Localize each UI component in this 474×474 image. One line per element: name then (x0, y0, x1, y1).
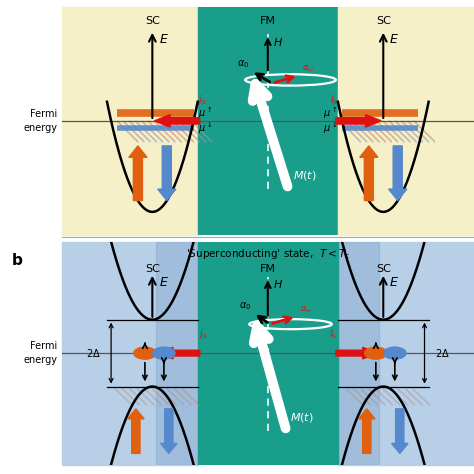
Text: SC: SC (145, 264, 160, 274)
Bar (338, 242, 379, 465)
Circle shape (365, 347, 387, 359)
Text: $\alpha_\omega$: $\alpha_\omega$ (300, 304, 312, 315)
Text: SC: SC (376, 16, 391, 26)
Bar (338, 242, 474, 465)
Text: $2\Delta$: $2\Delta$ (86, 347, 101, 359)
Text: SC: SC (376, 264, 391, 274)
Text: $j_{\rm s}$: $j_{\rm s}$ (197, 93, 207, 107)
Text: $M(t)$: $M(t)$ (291, 411, 314, 424)
Text: Fermi: Fermi (30, 109, 57, 118)
FancyArrow shape (161, 409, 177, 453)
FancyArrow shape (129, 146, 147, 201)
Bar (198, 7, 338, 235)
Text: $H$: $H$ (273, 36, 283, 47)
Circle shape (383, 347, 406, 359)
FancyArrow shape (336, 115, 381, 127)
Bar (62, 7, 198, 235)
Text: FM: FM (260, 16, 276, 26)
FancyArrow shape (128, 409, 144, 453)
FancyArrow shape (392, 409, 408, 453)
Text: $E$: $E$ (158, 276, 168, 289)
Text: $E$: $E$ (158, 33, 168, 46)
Circle shape (153, 347, 175, 359)
FancyArrow shape (155, 115, 200, 127)
Text: b: b (12, 253, 23, 268)
Text: $M(t)$: $M(t)$ (292, 169, 316, 182)
Text: energy: energy (24, 123, 57, 133)
Text: 'Superconducting' state,  $T < T_{\rm c}$: 'Superconducting' state, $T < T_{\rm c}$ (186, 247, 350, 261)
Text: $l_{\rm s}$: $l_{\rm s}$ (329, 327, 337, 341)
Bar (156, 242, 198, 465)
Text: energy: energy (24, 356, 57, 365)
Text: $\mu^{\uparrow}$: $\mu^{\uparrow}$ (198, 105, 212, 121)
FancyArrow shape (389, 146, 407, 201)
FancyArrow shape (358, 409, 375, 453)
Bar (338, 7, 474, 235)
FancyArrow shape (158, 347, 200, 359)
Text: $l_{\rm s}$: $l_{\rm s}$ (329, 93, 338, 107)
Text: $\alpha_0$: $\alpha_0$ (237, 58, 249, 70)
Text: $H$: $H$ (273, 279, 283, 291)
Text: $\alpha_\omega$: $\alpha_\omega$ (301, 63, 314, 73)
Text: $j_{\rm s}$: $j_{\rm s}$ (198, 327, 207, 341)
Text: $E$: $E$ (390, 33, 399, 46)
FancyArrow shape (360, 146, 378, 201)
FancyArrow shape (336, 347, 377, 359)
Text: $\alpha_0$: $\alpha_0$ (239, 300, 251, 312)
Bar (198, 242, 338, 465)
Text: $2\Delta$: $2\Delta$ (435, 347, 450, 359)
Bar (62, 242, 198, 465)
Text: $\mu^{\downarrow}$: $\mu^{\downarrow}$ (198, 120, 212, 136)
Text: SC: SC (145, 16, 160, 26)
Text: $\mu^{\uparrow}$: $\mu^{\uparrow}$ (323, 105, 338, 121)
Text: $\mu^{\downarrow}$: $\mu^{\downarrow}$ (323, 120, 338, 136)
Text: $E$: $E$ (390, 276, 399, 289)
FancyArrow shape (158, 146, 176, 201)
Circle shape (134, 347, 156, 359)
Text: FM: FM (260, 264, 276, 274)
Text: Fermi: Fermi (30, 341, 57, 351)
